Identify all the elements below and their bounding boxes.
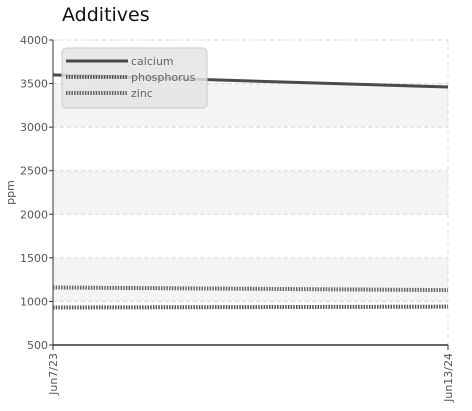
x-tick-label: Jun13/24 — [442, 353, 455, 403]
series-line-zinc — [52, 285, 449, 293]
legend-box — [61, 47, 208, 109]
plot-band — [53, 170, 448, 215]
y-tick-label: 1500 — [20, 252, 48, 265]
legend: calcium phosphorus zinc — [61, 47, 208, 109]
chart-title: Additives — [62, 4, 150, 26]
y-tick-label: 3500 — [20, 78, 48, 91]
y-tick-label: 2500 — [20, 165, 48, 178]
plot-bands — [53, 83, 448, 302]
axes — [49, 39, 449, 350]
tick-labels: 500 1000 1500 2000 2500 3000 3500 4000 Jun7/23 Ju… — [20, 34, 455, 403]
legend-label-phosphorus: phosphorus — [131, 71, 196, 84]
y-axis-title: ppm — [4, 180, 17, 205]
y-tick-label: 3000 — [20, 121, 48, 134]
plot-band — [53, 257, 448, 302]
y-tick-label: 2000 — [20, 208, 48, 221]
y-tick-label: 4000 — [20, 34, 48, 47]
y-tick-label: 500 — [27, 339, 48, 352]
legend-label-zinc: zinc — [131, 87, 153, 100]
series-line-phosphorus — [52, 304, 449, 310]
y-tick-label: 1000 — [20, 295, 48, 308]
legend-label-calcium: calcium — [131, 55, 174, 68]
x-tick-label: Jun7/23 — [47, 353, 60, 396]
